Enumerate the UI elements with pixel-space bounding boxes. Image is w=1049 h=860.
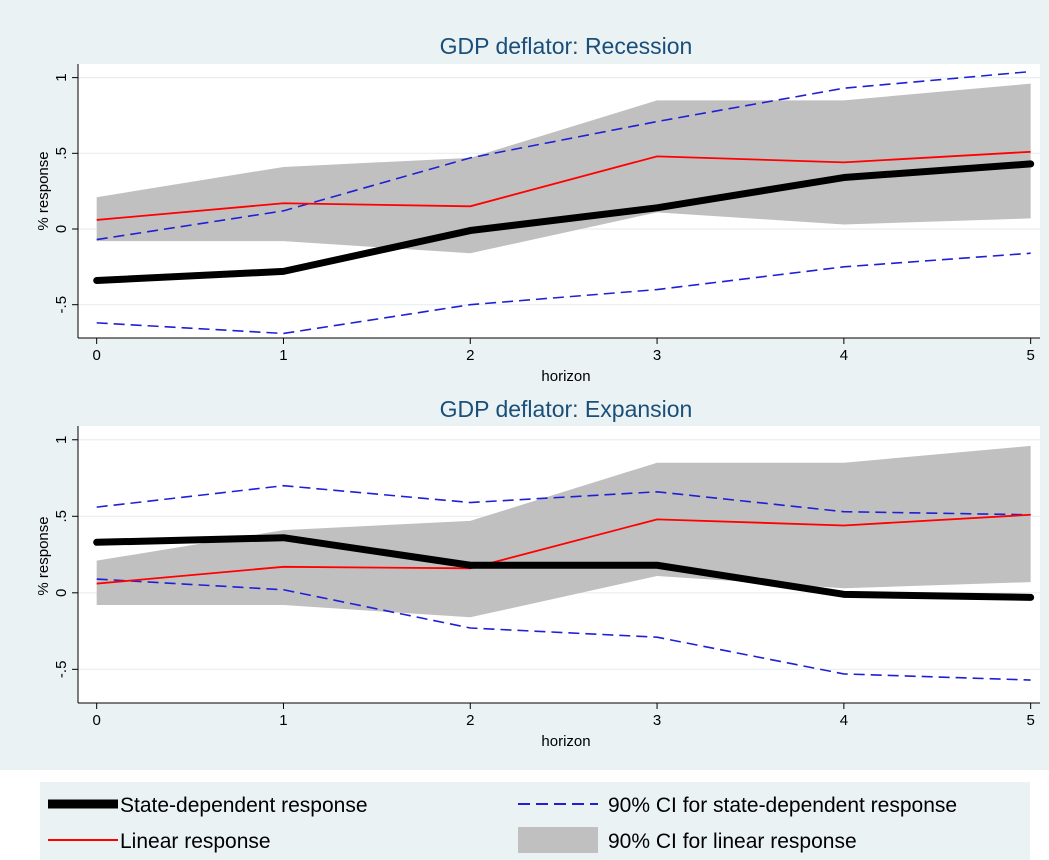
expansion-x-tick-label: 0 — [93, 712, 101, 729]
recession-y-tick-label: -.5 — [53, 296, 70, 314]
expansion-y-tick-label: 1 — [53, 436, 70, 444]
expansion-linear-response-line — [96, 513, 1031, 585]
chart-expansion-title: GDP deflator: Expansion — [440, 396, 693, 422]
expansion-y-tick-label: .5 — [53, 510, 70, 523]
recession-x-tick-label: 4 — [840, 347, 848, 364]
chart-expansion-xlabel: horizon — [541, 733, 590, 750]
recession-x-tick-label: 0 — [93, 347, 101, 364]
recession-ci-linear-band — [96, 83, 1031, 254]
expansion-ci-state-upper-line — [96, 484, 1031, 516]
expansion-y-tick-label: -.5 — [53, 661, 70, 679]
expansion-ci-linear-band — [96, 445, 1031, 618]
expansion-x-tick-label: 3 — [653, 712, 661, 729]
expansion-x-tick-label: 4 — [840, 712, 848, 729]
expansion-state-response-line — [93, 534, 1035, 601]
recession-x-tick-label: 1 — [279, 347, 287, 364]
expansion-x-tick-label: 1 — [279, 712, 287, 729]
chart-recession-xlabel: horizon — [541, 368, 590, 385]
expansion-x-tick-label: 5 — [1026, 712, 1034, 729]
expansion-y-tick-label: 0 — [53, 589, 70, 597]
chart-recession-title: GDP deflator: Recession — [440, 33, 693, 59]
expansion-ci-state-lower-line — [96, 578, 1031, 681]
recession-x-tick-label: 2 — [466, 347, 474, 364]
legend-swatch-ci-linear — [518, 827, 598, 853]
recession-x-tick-label: 3 — [653, 347, 661, 364]
recession-ci-state-upper-line — [96, 70, 1031, 241]
chart-recession-ylabel: % response — [35, 151, 52, 230]
recession-ci-state-lower-line — [96, 252, 1031, 335]
legend: State-dependent response 90% CI for stat… — [40, 782, 1030, 860]
recession-y-tick-label: 0 — [53, 225, 70, 233]
chart-expansion-ylabel: % response — [35, 516, 52, 595]
legend-label-linear: Linear response — [120, 830, 271, 853]
legend-label-state: State-dependent response — [120, 794, 368, 817]
chart-expansion-plot: -.5 0 .5 1 0 1 2 3 4 5 — [53, 426, 1040, 729]
recession-y-tick-label: .5 — [53, 147, 70, 160]
chart-recession-plot: -.5 0 .5 1 0 1 2 3 4 5 — [53, 64, 1040, 364]
recession-y-tick-label: 1 — [53, 73, 70, 81]
recession-linear-response-line — [96, 150, 1031, 221]
legend-label-ci-linear: 90% CI for linear response — [608, 830, 857, 853]
expansion-x-tick-label: 2 — [466, 712, 474, 729]
legend-label-ci-state: 90% CI for state-dependent response — [608, 794, 957, 817]
chart-expansion: GDP deflator: Expansion horizon % respon… — [35, 396, 1040, 750]
recession-state-response-line — [93, 160, 1035, 284]
recession-x-tick-label: 5 — [1026, 347, 1034, 364]
chart-recession: GDP deflator: Recession horizon % respon… — [35, 33, 1040, 385]
